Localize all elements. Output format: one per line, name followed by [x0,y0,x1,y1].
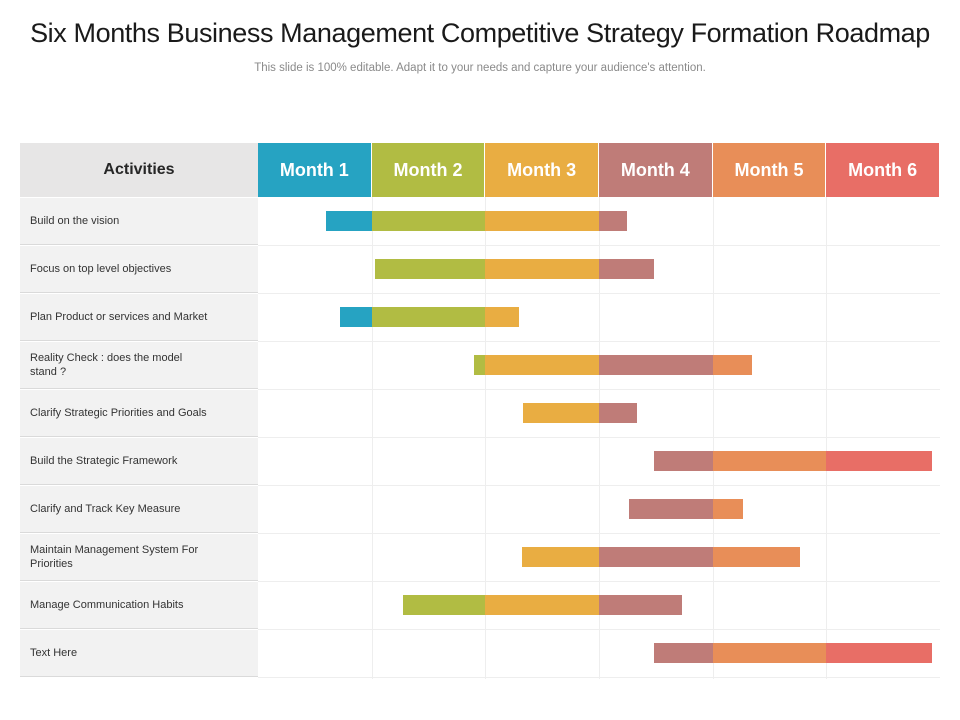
bar-segment-month-4 [653,451,713,471]
bar-segment-month-4 [599,595,682,615]
column-divider [826,197,828,679]
bar-segment-month-2 [371,211,486,231]
bar-segment-month-5 [712,499,744,519]
bar-segment-month-3 [521,547,599,567]
activity-label: Maintain Management System For Prioritie… [20,534,258,581]
month-header-6: Month 6 [826,143,940,197]
bar-segment-month-2 [403,595,486,615]
activity-label: Plan Product or services and Market [20,294,258,341]
row-divider [258,437,940,438]
row-divider [258,533,940,534]
month-header-2: Month 2 [371,143,486,197]
activity-label: Reality Check : does the model stand ? [20,342,258,389]
bar-segment-month-2 [473,355,486,375]
bar-segment-month-4 [653,643,713,663]
bar-segment-month-4 [599,355,713,375]
row-divider [258,581,940,582]
timeline-bar [258,499,940,519]
row-divider [258,629,940,630]
month-header-4: Month 4 [599,143,713,197]
bar-segment-month-1 [339,307,372,327]
timeline-bar [258,451,940,471]
row-divider [258,245,940,246]
bar-segment-month-3 [485,307,520,327]
bar-segment-month-4 [599,211,628,231]
bar-segment-month-3 [485,355,599,375]
bar-segment-month-3 [522,403,599,423]
timeline-bar [258,547,940,567]
bar-segment-month-5 [712,355,753,375]
bar-segment-month-6 [826,643,933,663]
bar-segment-month-3 [485,259,599,279]
bar-segment-month-5 [712,643,827,663]
bar-segment-month-5 [712,547,801,567]
column-divider [712,197,714,679]
month-header-1: Month 1 [258,143,372,197]
timeline-bar [258,355,940,375]
row-divider [258,293,940,294]
column-divider [371,197,373,679]
column-divider [485,197,487,679]
column-divider [599,197,600,679]
activity-label: Build the Strategic Framework [20,438,258,485]
bar-segment-month-2 [375,259,486,279]
activity-label: Manage Communication Habits [20,582,258,629]
slide-subtitle: This slide is 100% editable. Adapt it to… [254,62,706,74]
bar-segment-month-4 [628,499,713,519]
activity-label: Clarify Strategic Priorities and Goals [20,390,258,437]
bar-segment-month-3 [485,595,599,615]
month-header-5: Month 5 [712,143,827,197]
bar-segment-month-4 [599,259,654,279]
timeline-bar [258,211,940,231]
activity-label: Focus on top level objectives [20,246,258,293]
activity-label: Clarify and Track Key Measure [20,486,258,533]
bar-segment-month-2 [371,307,486,327]
timeline-bar [258,595,940,615]
timeline-bar [258,643,940,663]
bar-segment-month-1 [326,211,372,231]
row-divider [258,341,940,342]
timeline-bar [258,307,940,327]
timeline-bar [258,259,940,279]
bar-segment-month-4 [599,403,637,423]
bar-segment-month-5 [712,451,827,471]
activity-label: Text Here [20,630,258,677]
activities-header: Activities [20,143,258,197]
row-divider [258,485,940,486]
timeline-bar [258,403,940,423]
row-divider [258,677,940,678]
slide-title: Six Months Business Management Competiti… [30,18,930,48]
bar-segment-month-4 [599,547,713,567]
row-divider [258,389,940,390]
bar-segment-month-3 [485,211,599,231]
month-header-3: Month 3 [485,143,599,197]
activity-label: Build on the vision [20,198,258,245]
bar-segment-month-6 [826,451,933,471]
